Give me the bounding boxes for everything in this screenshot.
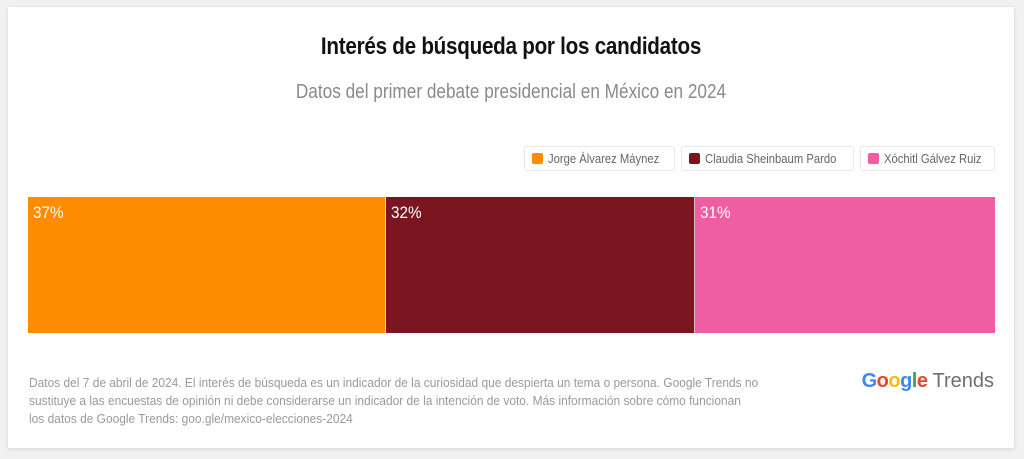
bar-segment[interactable]: 37% bbox=[28, 197, 386, 333]
legend-item[interactable]: Xóchitl Gálvez Ruiz bbox=[859, 146, 995, 171]
data-label: 31% bbox=[700, 203, 731, 222]
logo-letter: o bbox=[888, 370, 901, 392]
stacked-bar: 37% 32% 31% bbox=[28, 197, 995, 333]
logo-letter: e bbox=[916, 370, 928, 392]
bar-segment[interactable]: 32% bbox=[385, 197, 696, 333]
data-label: 37% bbox=[33, 203, 64, 222]
logo-letter: G bbox=[861, 370, 878, 392]
logo-letter: l bbox=[911, 370, 918, 392]
chart-title: Interés de búsqueda por los candidatos bbox=[320, 33, 702, 60]
chart-card: Interés de búsqueda por los candidatos D… bbox=[8, 7, 1014, 448]
logo-letter: o bbox=[876, 370, 889, 392]
legend-label: Claudia Sheinbaum Pardo bbox=[704, 151, 837, 166]
legend-label: Jorge Álvarez Máynez bbox=[548, 151, 660, 166]
chart-subtitle: Datos del primer debate presidencial en … bbox=[295, 81, 727, 103]
trends-wordmark: Trends bbox=[932, 370, 994, 392]
legend-swatch bbox=[867, 153, 879, 164]
legend-item[interactable]: Claudia Sheinbaum Pardo bbox=[680, 146, 854, 171]
logo-letter: g bbox=[900, 370, 912, 392]
legend: Jorge Álvarez Máynez Claudia Sheinbaum Pa… bbox=[524, 146, 995, 171]
legend-swatch bbox=[688, 153, 700, 164]
footnote-line: sustituye a las encuestas de opinión ni … bbox=[29, 393, 741, 408]
google-wordmark: Google bbox=[862, 370, 928, 393]
legend-label: Xóchitl Gálvez Ruiz bbox=[883, 151, 982, 166]
footnote-line: los datos de Google Trends: goo.gle/mexi… bbox=[29, 411, 353, 426]
legend-item[interactable]: Jorge Álvarez Máynez bbox=[524, 146, 675, 171]
footnote-line: Datos del 7 de abril de 2024. El interés… bbox=[29, 375, 759, 390]
footnote: Datos del 7 de abril de 2024. El interés… bbox=[29, 374, 864, 428]
bar-segment[interactable]: 31% bbox=[695, 197, 995, 333]
legend-swatch bbox=[532, 153, 544, 164]
google-trends-logo: Google Trends bbox=[862, 370, 994, 393]
data-label: 32% bbox=[390, 203, 422, 222]
